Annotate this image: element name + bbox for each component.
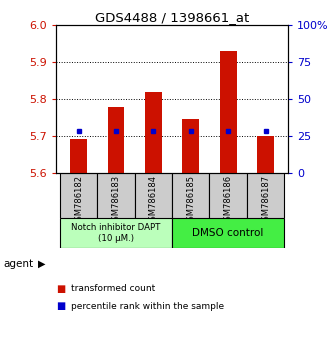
Bar xyxy=(220,51,237,173)
Text: GSM786186: GSM786186 xyxy=(224,175,233,226)
Text: ▶: ▶ xyxy=(38,259,46,269)
Bar xyxy=(97,173,135,218)
Bar xyxy=(210,173,247,218)
Text: GSM786183: GSM786183 xyxy=(112,175,120,226)
Bar xyxy=(60,173,97,218)
Bar xyxy=(182,119,199,173)
Bar xyxy=(257,136,274,173)
Bar xyxy=(172,218,284,248)
Text: ■: ■ xyxy=(56,284,66,293)
Bar xyxy=(247,173,284,218)
Text: Notch inhibitor DAPT
(10 μM.): Notch inhibitor DAPT (10 μM.) xyxy=(71,223,161,242)
Bar xyxy=(108,107,124,173)
Text: GSM786182: GSM786182 xyxy=(74,175,83,226)
Bar xyxy=(60,218,172,248)
Bar xyxy=(135,173,172,218)
Text: percentile rank within the sample: percentile rank within the sample xyxy=(71,302,224,311)
Text: transformed count: transformed count xyxy=(71,284,156,293)
Bar xyxy=(70,139,87,173)
Text: GSM786184: GSM786184 xyxy=(149,175,158,226)
Bar xyxy=(145,92,162,173)
Title: GDS4488 / 1398661_at: GDS4488 / 1398661_at xyxy=(95,11,249,24)
Text: DMSO control: DMSO control xyxy=(193,228,264,238)
Text: agent: agent xyxy=(3,259,33,269)
Text: ■: ■ xyxy=(56,301,66,311)
Text: GSM786185: GSM786185 xyxy=(186,175,195,226)
Bar xyxy=(172,173,210,218)
Text: GSM786187: GSM786187 xyxy=(261,175,270,226)
